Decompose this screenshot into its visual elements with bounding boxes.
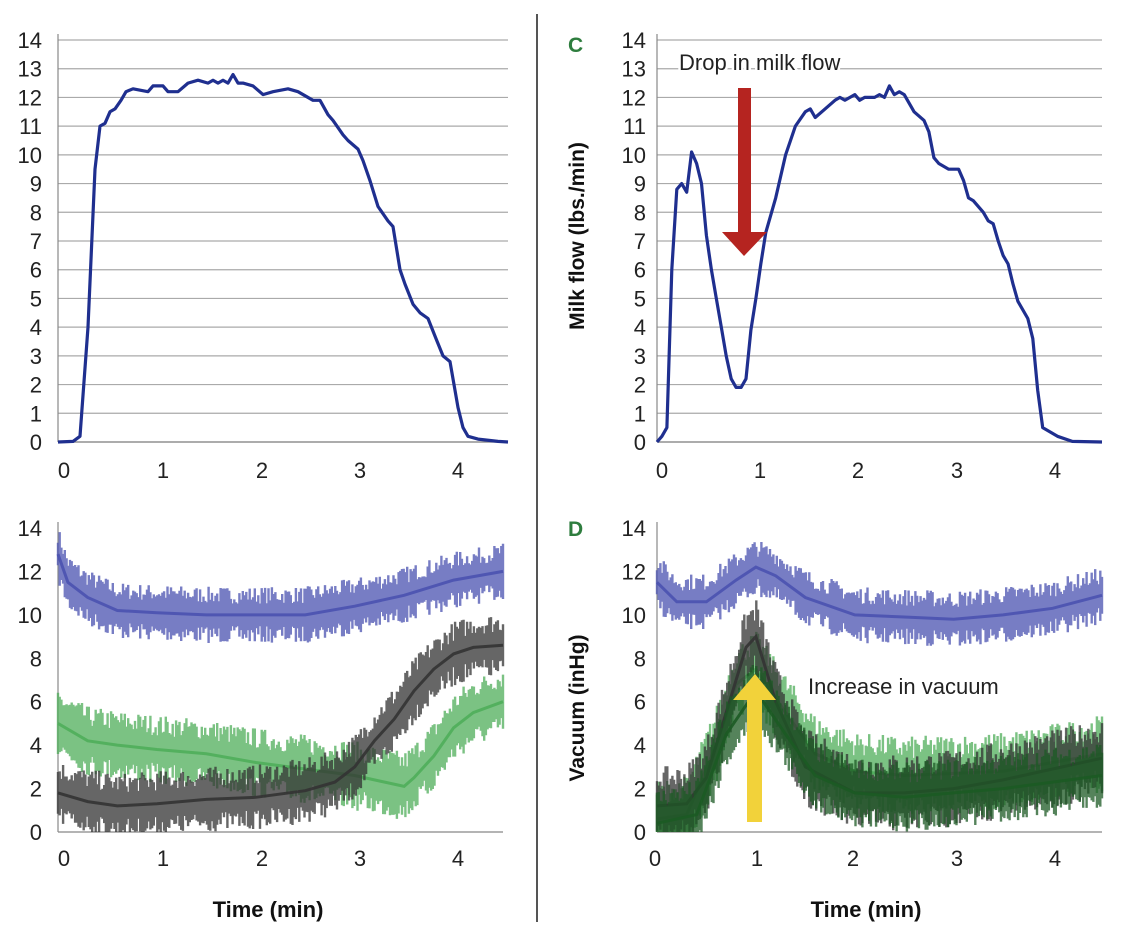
y-tick-label: 0 xyxy=(634,430,646,455)
series-mean-line xyxy=(57,643,504,808)
x-tick-label: 0 xyxy=(649,846,661,871)
y-tick-label: 2 xyxy=(634,777,646,802)
x-axis-title-left: Time (min) xyxy=(213,897,324,922)
x-axis-title-right: Time (min) xyxy=(811,897,922,922)
panel-label-d: D xyxy=(568,518,583,541)
series-band-vacuum-blue-trace- xyxy=(655,542,1104,646)
y-tick-label: 10 xyxy=(622,143,646,168)
y-tick-label: 3 xyxy=(30,344,42,369)
x-tick-label: 0 xyxy=(58,458,70,483)
annotation-drop-in-milk-flow: Drop in milk flow xyxy=(679,50,840,75)
y-tick-label: 1 xyxy=(634,401,646,426)
y-tick-label: 12 xyxy=(18,85,42,110)
y-tick-label: 11 xyxy=(19,114,42,139)
x-tick-label: 3 xyxy=(951,846,963,871)
x-tick-label: 2 xyxy=(847,846,859,871)
x-tick-label: 1 xyxy=(754,458,766,483)
y-tick-label: 9 xyxy=(634,172,646,197)
y-tick-label: 8 xyxy=(30,200,42,225)
y-tick-label: 14 xyxy=(622,516,646,541)
x-tick-label: 1 xyxy=(157,458,169,483)
y-tick-label: 10 xyxy=(18,143,42,168)
x-tick-label: 1 xyxy=(751,846,763,871)
x-tick-label: 3 xyxy=(354,458,366,483)
y-tick-label: 4 xyxy=(634,315,646,340)
y-tick-label: 0 xyxy=(30,430,42,455)
y-tick-label: 6 xyxy=(30,690,42,715)
y-tick-label: 1 xyxy=(30,401,42,426)
red-drop-arrow xyxy=(722,88,767,256)
x-tick-label: 0 xyxy=(58,846,70,871)
panel-label-c: C xyxy=(568,34,583,57)
x-tick-label: 0 xyxy=(656,458,668,483)
y-tick-label: 3 xyxy=(634,344,646,369)
y-tick-label: 13 xyxy=(622,57,646,82)
y-tick-label: 9 xyxy=(30,172,42,197)
x-tick-label: 2 xyxy=(256,458,268,483)
x-tick-label: 2 xyxy=(852,458,864,483)
y-tick-label: 6 xyxy=(634,258,646,283)
series-band-vacuum-blue-trace- xyxy=(56,532,505,643)
y-tick-label: 7 xyxy=(30,229,42,254)
y-tick-label: 10 xyxy=(622,603,646,628)
y-tick-label: 6 xyxy=(634,690,646,715)
y-tick-label: 14 xyxy=(18,516,42,541)
y-tick-label: 8 xyxy=(634,200,646,225)
y-tick-label: 12 xyxy=(18,559,42,584)
x-tick-label: 4 xyxy=(452,458,464,483)
y-tick-label: 13 xyxy=(18,57,42,82)
arrow-head xyxy=(733,674,776,700)
y-tick-label: 0 xyxy=(30,820,42,845)
x-tick-label: 4 xyxy=(452,846,464,871)
y-tick-label: 5 xyxy=(30,286,42,311)
x-tick-label: 2 xyxy=(256,846,268,871)
yellow-increase-arrow xyxy=(733,674,776,822)
y-tick-label: 5 xyxy=(634,286,646,311)
annotation-increase-in-vacuum: Increase in vacuum xyxy=(808,674,999,699)
y-tick-label: 4 xyxy=(30,733,42,758)
x-tick-label: 1 xyxy=(157,846,169,871)
y-tick-label: 11 xyxy=(623,114,646,139)
x-tick-label: 4 xyxy=(1049,846,1061,871)
y-tick-label: 4 xyxy=(30,315,42,340)
series-mean-line xyxy=(656,688,1103,825)
y-tick-label: 8 xyxy=(634,646,646,671)
y-tick-label: 12 xyxy=(622,85,646,110)
y-tick-label: 6 xyxy=(30,258,42,283)
series-line-milk-flow xyxy=(655,84,1103,444)
y-tick-label: 10 xyxy=(18,603,42,628)
series-line-milk-flow xyxy=(57,72,509,444)
y-tick-label: 2 xyxy=(30,373,42,398)
y-tick-label: 14 xyxy=(622,28,646,53)
x-tick-label: 3 xyxy=(951,458,963,483)
y-axis-title-milk-flow: Milk flow (lbs./min) xyxy=(566,142,589,330)
y-tick-label: 14 xyxy=(18,28,42,53)
y-tick-label: 8 xyxy=(30,646,42,671)
y-tick-label: 2 xyxy=(634,373,646,398)
arrow-shaft xyxy=(747,698,762,822)
y-axis-title-vacuum: Vacuum (inHg) xyxy=(566,634,589,781)
x-tick-label: 3 xyxy=(354,846,366,871)
y-tick-label: 0 xyxy=(634,820,646,845)
y-tick-label: 2 xyxy=(30,777,42,802)
series-mean-line xyxy=(655,565,1103,621)
y-tick-label: 12 xyxy=(622,559,646,584)
x-tick-label: 4 xyxy=(1049,458,1061,483)
series-mean-line xyxy=(56,553,504,617)
y-tick-label: 4 xyxy=(634,733,646,758)
y-tick-label: 7 xyxy=(634,229,646,254)
